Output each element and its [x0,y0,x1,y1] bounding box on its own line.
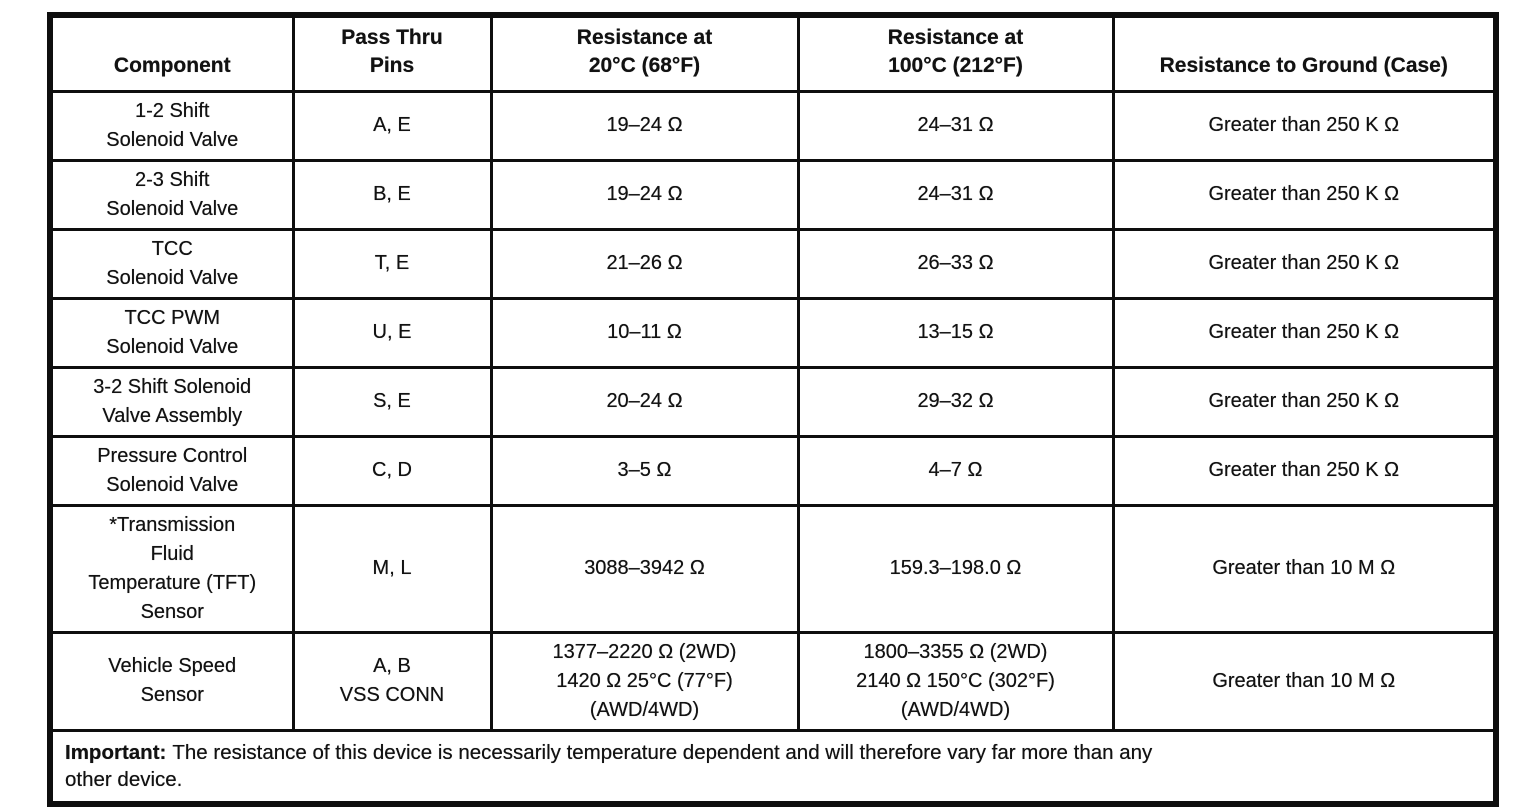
resistance-ground-cell: Greater than 250 K Ω [1111,296,1498,369]
component-cell: *Transmission Fluid Temperature (TFT) Se… [48,503,295,634]
component-cell: TCC Solenoid Valve [48,227,295,300]
component-cell: 3-2 Shift Solenoid Valve Assembly [48,365,295,438]
table-row: 1-2 Shift Solenoid Valve A, E 19–24 Ω 24… [48,89,1498,162]
resistance-ground-cell: Greater than 250 K Ω [1111,89,1498,162]
pins-cell: A, B VSS CONN [291,630,493,732]
pins-cell: C, D [291,434,493,507]
resistance-20c-column-header: Resistance at 20°C (68°F) [489,13,800,93]
important-label: Important: [65,740,167,764]
resistance-20c-cell: 3088–3942 Ω [489,503,800,634]
resistance-ground-cell: Greater than 10 M Ω [1111,630,1498,732]
pins-cell: A, E [291,89,493,162]
resistance-ground-cell: Greater than 250 K Ω [1111,365,1498,438]
pins-cell: S, E [291,365,493,438]
table-row: TCC PWM Solenoid Valve U, E 10–11 Ω 13–1… [48,296,1498,369]
resistance-to-ground-column-header: Resistance to Ground (Case) [1111,13,1498,93]
pins-cell: U, E [291,296,493,369]
table-row: Pressure Control Solenoid Valve C, D 3–5… [48,434,1498,507]
table-row: 3-2 Shift Solenoid Valve Assembly S, E 2… [48,365,1498,438]
pass-thru-pins-column-header: Pass Thru Pins [291,13,493,93]
table-row: *Transmission Fluid Temperature (TFT) Se… [48,503,1498,634]
resistance-100c-cell: 1800–3355 Ω (2WD) 2140 Ω 150°C (302°F) (… [796,630,1115,732]
important-note-row: Important: The resistance of this device … [48,728,1498,806]
component-cell: TCC PWM Solenoid Valve [48,296,295,369]
table-row: Vehicle Speed Sensor A, B VSS CONN 1377–… [48,630,1498,732]
resistance-100c-cell: 13–15 Ω [796,296,1115,369]
resistance-100c-cell: 24–31 Ω [796,89,1115,162]
pins-cell: T, E [291,227,493,300]
pins-cell: B, E [291,158,493,231]
resistance-ground-cell: Greater than 250 K Ω [1111,227,1498,300]
resistance-100c-cell: 159.3–198.0 Ω [796,503,1115,634]
table-row: TCC Solenoid Valve T, E 21–26 Ω 26–33 Ω … [48,227,1498,300]
resistance-20c-cell: 21–26 Ω [489,227,800,300]
resistance-20c-cell: 19–24 Ω [489,89,800,162]
resistance-20c-cell: 3–5 Ω [489,434,800,507]
table-header-row: Component Pass Thru Pins Resistance at 2… [48,13,1498,93]
resistance-spec-table: Component Pass Thru Pins Resistance at 2… [47,12,1499,807]
resistance-100c-cell: 4–7 Ω [796,434,1115,507]
component-column-header: Component [48,13,295,93]
important-text: The resistance of this device is necessa… [65,740,1153,792]
important-note-cell: Important: The resistance of this device … [48,728,1498,806]
table-row: 2-3 Shift Solenoid Valve B, E 19–24 Ω 24… [48,158,1498,231]
resistance-20c-cell: 19–24 Ω [489,158,800,231]
pins-cell: M, L [291,503,493,634]
resistance-20c-cell: 10–11 Ω [489,296,800,369]
resistance-100c-cell: 24–31 Ω [796,158,1115,231]
component-cell: Pressure Control Solenoid Valve [48,434,295,507]
component-cell: 2-3 Shift Solenoid Valve [48,158,295,231]
resistance-100c-cell: 26–33 Ω [796,227,1115,300]
resistance-20c-cell: 1377–2220 Ω (2WD) 1420 Ω 25°C (77°F) (AW… [489,630,800,732]
resistance-ground-cell: Greater than 10 M Ω [1111,503,1498,634]
resistance-ground-cell: Greater than 250 K Ω [1111,158,1498,231]
resistance-ground-cell: Greater than 250 K Ω [1111,434,1498,507]
component-cell: Vehicle Speed Sensor [48,630,295,732]
resistance-100c-cell: 29–32 Ω [796,365,1115,438]
component-cell: 1-2 Shift Solenoid Valve [48,89,295,162]
resistance-100c-column-header: Resistance at 100°C (212°F) [796,13,1115,93]
resistance-20c-cell: 20–24 Ω [489,365,800,438]
